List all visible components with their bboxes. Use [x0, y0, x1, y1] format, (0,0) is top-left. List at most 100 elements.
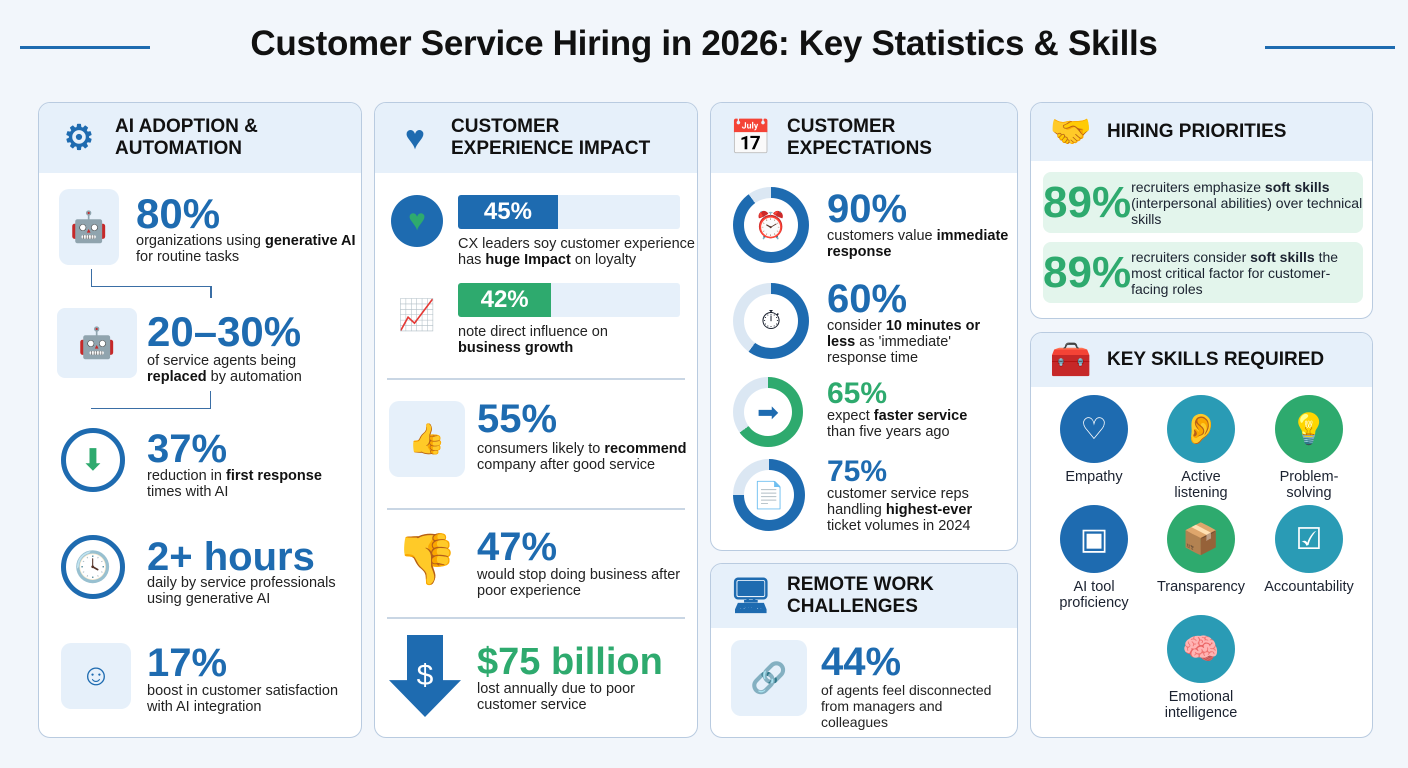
skill-emotional-intelligence: 🧠 Emotional intelligence: [1146, 615, 1256, 721]
remote-work-card: 🖥 REMOTE WORK CHALLENGES 🔗 44% of agents …: [710, 563, 1018, 738]
clock-warning-icon: ⏰: [744, 198, 798, 252]
emphasis-text: 10 minutes or less: [827, 318, 981, 350]
text: note direct influence on: [458, 324, 608, 340]
ear-icon: 👂: [1167, 395, 1235, 463]
title-rule-right: [1265, 46, 1395, 49]
skill-problem-solving: 💡 Problem-solving: [1254, 395, 1364, 501]
flow-connector: [91, 269, 211, 287]
flow-connector: [91, 391, 211, 409]
bar-value: 45%: [483, 198, 532, 225]
broken-link-agent-icon: 🔗: [731, 640, 807, 716]
skill-label: Empathy: [1065, 469, 1123, 485]
heading-line: AUTOMATION: [115, 138, 243, 159]
text: of agents feel disconnected from manager…: [821, 682, 992, 730]
stat-value: 75%: [827, 455, 888, 488]
skill-label: Transparency: [1156, 579, 1246, 595]
lightbulb-gear-icon: 💡: [1275, 395, 1343, 463]
stat-desc: expect faster service than five years ag…: [827, 408, 997, 440]
emphasis-text: replaced: [147, 369, 207, 385]
brain-pulse-icon: 🧠: [1167, 615, 1235, 683]
text: would stop doing business after poor exp…: [477, 567, 681, 599]
heading-line: REMOTE WORK: [787, 574, 934, 595]
thumbs-down-icon: 👎: [395, 530, 459, 587]
card-header: 🧰 KEY SKILLS REQUIRED: [1031, 333, 1372, 387]
skill-empathy: ♡ Empathy: [1039, 395, 1149, 485]
stat-value: 2+ hours: [147, 535, 315, 579]
text: recruiters emphasize: [1131, 178, 1265, 195]
text: company after good service: [477, 457, 656, 473]
priority-stat: 89% recruiters consider soft skills the m…: [1043, 242, 1363, 303]
text: lost annually due to poor customer servi…: [477, 681, 635, 713]
title-rule-left: [20, 46, 150, 49]
ai-adoption-card: ⚙ AI ADOPTION & AUTOMATION 🤖 80% organiza…: [38, 102, 362, 738]
bar-desc: note direct influence on business growth: [458, 324, 658, 356]
stat-value: 89%: [1043, 247, 1132, 297]
stat-desc: of agents feel disconnected from manager…: [821, 682, 1011, 730]
emphasis-text: first response: [226, 468, 322, 484]
card-header: 🤝 HIRING PRIORITIES: [1031, 103, 1372, 161]
stat-desc: consumers likely to recommend company af…: [477, 441, 687, 473]
skill-label: AI tool proficiency: [1059, 579, 1129, 611]
stat-value: 89%: [1043, 177, 1132, 227]
text: by automation: [206, 369, 302, 385]
page-title: Customer Service Hiring in 2026: Key Sta…: [250, 24, 1158, 63]
stat-value: 65%: [827, 377, 888, 410]
text: boost in customer satisfaction with AI i…: [147, 683, 339, 715]
document-up-icon: 📄: [744, 470, 794, 520]
text: CX leaders soy customer experience has: [458, 236, 695, 268]
stat-desc: recruiters emphasize soft skills (interp…: [1131, 179, 1363, 227]
handshake-icon: 🤝: [1049, 113, 1093, 151]
emphasis-text: faster service: [873, 408, 968, 424]
stat-value: 60%: [827, 277, 908, 321]
emphasis-text: generative AI: [264, 233, 356, 249]
dollar-down-arrow-icon: $: [389, 635, 461, 717]
text: the most critical factor for customer-fa…: [1131, 248, 1339, 297]
heading: KEY SKILLS REQUIRED: [1107, 349, 1325, 370]
robot-icon: 🤖: [59, 189, 119, 265]
heading-line: CHALLENGES: [787, 596, 918, 617]
emphasis-text: soft skills: [1250, 248, 1315, 265]
heading-line: EXPECTATIONS: [787, 138, 932, 159]
heart-trend-icon: ♥: [404, 119, 426, 157]
divider: [387, 508, 685, 510]
stat-desc: customer service reps handling highest-e…: [827, 486, 1007, 534]
clock-icon: 🕓: [61, 535, 125, 599]
divider: [387, 617, 685, 619]
robot-vs-agent-icon: 🤖: [57, 308, 137, 378]
toolbox-icon: 🧰: [1049, 341, 1093, 379]
open-box-icon: 📦: [1167, 505, 1235, 573]
text: as 'immediate' response time: [827, 334, 952, 366]
customer-expectations-card: 📅 CUSTOMER EXPECTATIONS ⏰ 90% customers v…: [710, 102, 1018, 551]
emphasis-text: business growth: [458, 340, 574, 356]
stat-desc: reduction in first response times with A…: [147, 468, 357, 500]
hands-heart-icon: ♡: [1060, 395, 1128, 463]
text: ticket volumes in 2024: [827, 518, 971, 534]
clock-down-icon: ⬇: [61, 428, 125, 492]
text: organizations using: [136, 233, 265, 249]
calendar-clock-icon: 📅: [729, 119, 773, 157]
emphasis-text: immediate response: [827, 228, 1009, 260]
skill-ai-tool-proficiency: ▣ AI tool proficiency: [1039, 505, 1149, 611]
donut-gauge: ⏱: [733, 283, 809, 359]
text: expect: [827, 408, 874, 424]
stat-value: 20–30%: [147, 308, 302, 355]
skill-transparency: 📦 Transparency: [1146, 505, 1256, 595]
text: on loyalty: [570, 252, 637, 268]
text: daily by service professionals using gen…: [147, 575, 336, 607]
card-header: 📅 CUSTOMER EXPECTATIONS: [711, 103, 1017, 173]
happy-customer-icon: ☺: [61, 643, 131, 709]
chip-icon: ▣: [1060, 505, 1128, 573]
bar-fill: 42%: [458, 283, 552, 317]
text: customers value: [827, 228, 937, 244]
card-header: ♥ CUSTOMER EXPERIENCE IMPACT: [375, 103, 697, 173]
donut-gauge: ⏰: [733, 187, 809, 263]
hiring-priorities-card: 🤝 HIRING PRIORITIES 89% recruiters emphas…: [1030, 102, 1373, 319]
donut-gauge: ➡: [733, 377, 803, 447]
bar-value: 42%: [480, 286, 529, 313]
stat-value: 80%: [136, 190, 221, 237]
thumbs-up-person-icon: 👍: [389, 401, 465, 477]
stat-value: 47%: [477, 525, 558, 569]
stat-desc: boost in customer satisfaction with AI i…: [147, 683, 361, 715]
bar-desc: CX leaders soy customer experience has h…: [458, 236, 697, 268]
text: customer service reps handling: [827, 486, 969, 518]
